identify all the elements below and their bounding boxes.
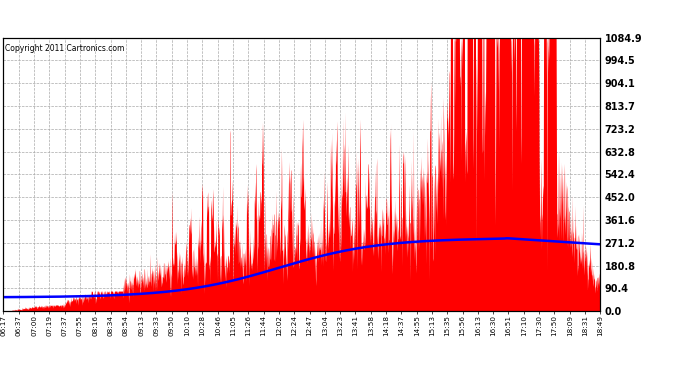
Text: Copyright 2011 Cartronics.com: Copyright 2011 Cartronics.com xyxy=(6,44,125,53)
Text: East Array Actual Power (red) & Running Average Power (Watts blue) Wed May 18 19: East Array Actual Power (red) & Running … xyxy=(3,13,503,23)
